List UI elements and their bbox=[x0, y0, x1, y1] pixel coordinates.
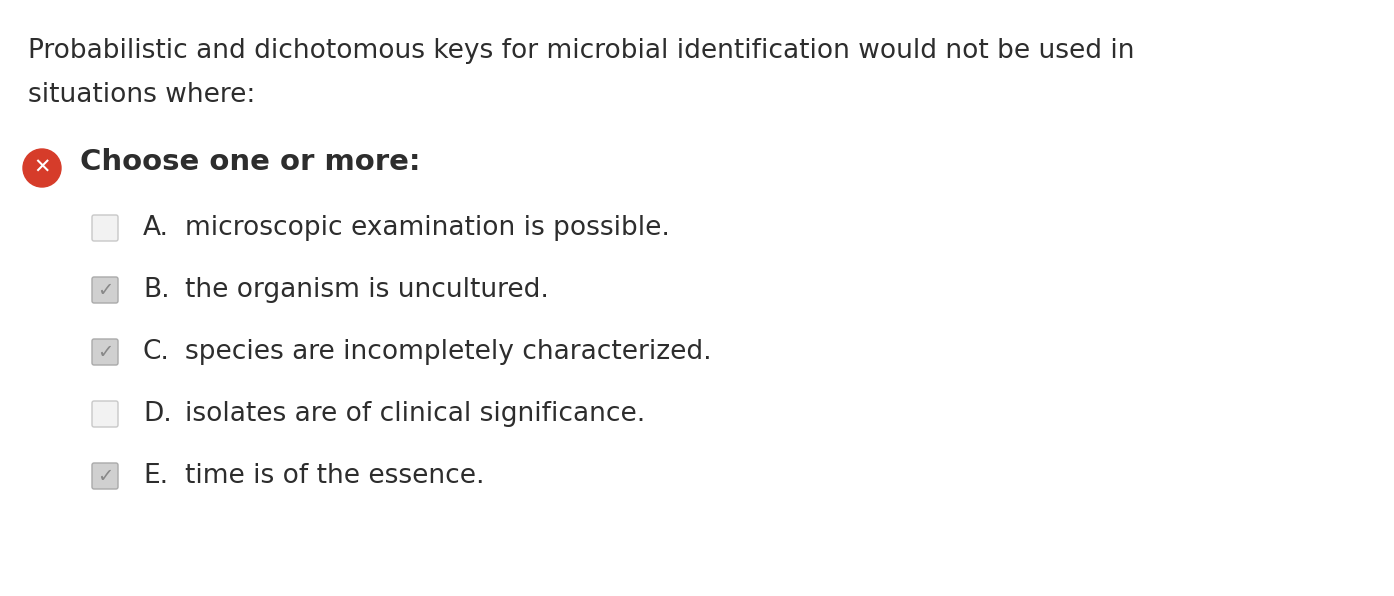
Text: species are incompletely characterized.: species are incompletely characterized. bbox=[185, 339, 711, 365]
FancyBboxPatch shape bbox=[92, 463, 118, 489]
FancyBboxPatch shape bbox=[92, 401, 118, 427]
FancyBboxPatch shape bbox=[92, 339, 118, 365]
FancyBboxPatch shape bbox=[92, 215, 118, 241]
Text: situations where:: situations where: bbox=[28, 82, 255, 108]
Text: Choose one or more:: Choose one or more: bbox=[79, 148, 421, 176]
Text: ✕: ✕ bbox=[33, 158, 50, 178]
Text: A.: A. bbox=[144, 215, 169, 241]
Text: E.: E. bbox=[144, 463, 169, 489]
Text: D.: D. bbox=[144, 401, 171, 427]
Text: ✓: ✓ bbox=[96, 467, 113, 486]
Text: B.: B. bbox=[144, 277, 170, 303]
Text: C.: C. bbox=[144, 339, 170, 365]
Text: ✓: ✓ bbox=[96, 343, 113, 362]
Circle shape bbox=[22, 149, 61, 187]
Text: the organism is uncultured.: the organism is uncultured. bbox=[185, 277, 549, 303]
Text: ✓: ✓ bbox=[96, 281, 113, 300]
Text: time is of the essence.: time is of the essence. bbox=[185, 463, 485, 489]
Text: Probabilistic and dichotomous keys for microbial identification would not be use: Probabilistic and dichotomous keys for m… bbox=[28, 38, 1135, 64]
Text: isolates are of clinical significance.: isolates are of clinical significance. bbox=[185, 401, 645, 427]
FancyBboxPatch shape bbox=[92, 277, 118, 303]
Text: microscopic examination is possible.: microscopic examination is possible. bbox=[185, 215, 671, 241]
